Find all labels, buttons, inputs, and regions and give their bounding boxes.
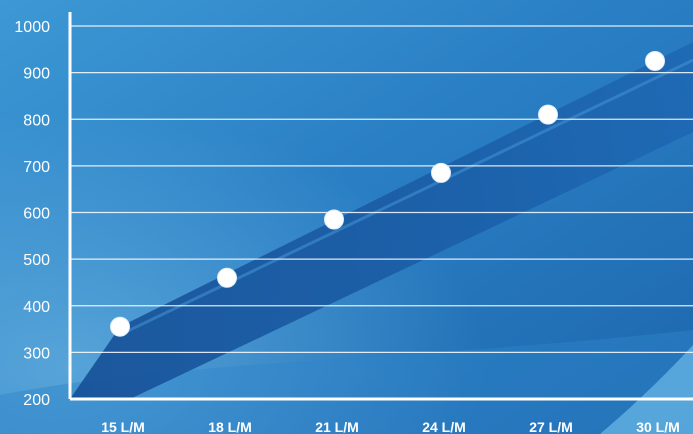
data-point-5 bbox=[645, 50, 665, 71]
y-tick-label-600: 600 bbox=[23, 206, 50, 223]
axes bbox=[68, 12, 693, 401]
trend-area-highlight bbox=[119, 58, 693, 337]
y-tick-label-200: 200 bbox=[23, 392, 50, 409]
data-point-0 bbox=[110, 316, 130, 337]
data-point-4 bbox=[538, 104, 558, 125]
y-tick-label-500: 500 bbox=[23, 252, 50, 269]
y-tick-label-900: 900 bbox=[23, 66, 50, 83]
data-point-1 bbox=[217, 267, 237, 288]
x-category-label-5: 30 L/M bbox=[636, 419, 680, 434]
y-tick-label-800: 800 bbox=[23, 112, 50, 129]
x-category-label-2: 21 L/M bbox=[315, 419, 359, 434]
trend-area-layer bbox=[70, 42, 693, 399]
data-points bbox=[110, 50, 665, 337]
x-category-label-0: 15 L/M bbox=[101, 419, 145, 434]
y-tick-label-700: 700 bbox=[23, 159, 50, 176]
y-tick-label-400: 400 bbox=[23, 299, 50, 316]
x-category-label-3: 24 L/M bbox=[422, 419, 466, 434]
x-category-label-4: 27 L/M bbox=[529, 419, 573, 434]
x-category-label-1: 18 L/M bbox=[208, 419, 252, 434]
y-axis-tick-labels: 200 300 400 500 600 700 800 900 1000 bbox=[14, 19, 50, 409]
data-point-3 bbox=[431, 162, 451, 183]
background-swoosh-corner bbox=[600, 345, 693, 434]
background-swoosh bbox=[0, 330, 693, 434]
y-tick-label-1000: 1000 bbox=[14, 19, 50, 36]
gridlines bbox=[70, 25, 693, 353]
x-axis-category-labels: 15 L/M 18 L/M 21 L/M 24 L/M 27 L/M 30 L/M bbox=[101, 419, 680, 434]
trend-area bbox=[70, 42, 693, 399]
y-tick-label-300: 300 bbox=[23, 345, 50, 362]
data-point-2 bbox=[324, 209, 344, 230]
